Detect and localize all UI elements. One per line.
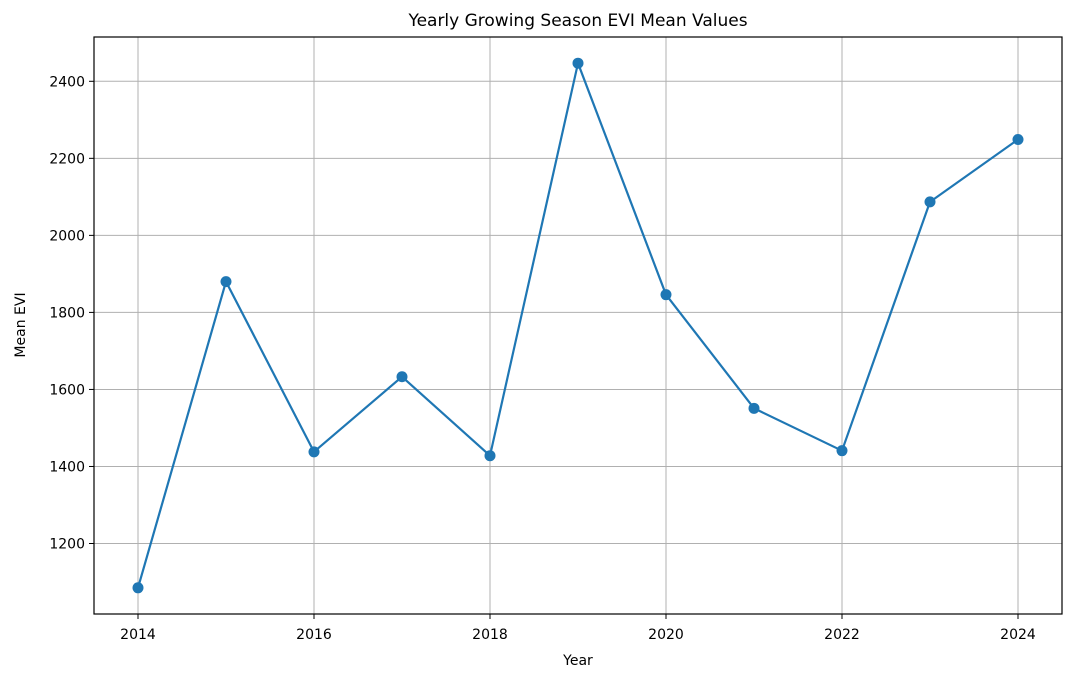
grid: [94, 37, 1062, 614]
data-point-2020: [660, 289, 672, 301]
x-tick-label: 2022: [824, 627, 860, 643]
data-point-2019: [572, 57, 584, 69]
y-tick-label: 2400: [49, 74, 85, 90]
x-tick-label: 2016: [296, 627, 332, 643]
x-tick-label: 2014: [120, 627, 156, 643]
x-tick-label: 2020: [648, 627, 684, 643]
data-point-2015: [220, 276, 232, 288]
data-point-2023: [924, 196, 936, 208]
plot-frame: [93, 36, 1063, 615]
y-tick-label: 1200: [49, 537, 85, 553]
data-point-2021: [748, 402, 760, 414]
y-tick-label: 2200: [49, 151, 85, 167]
chart-title: Yearly Growing Season EVI Mean Values: [407, 11, 747, 31]
data-point-2018: [484, 450, 496, 462]
y-tick-label: 1800: [49, 305, 85, 321]
x-axis-label: Year: [562, 653, 593, 669]
series-line: [136, 62, 1019, 589]
y-axis-label: Mean EVI: [13, 292, 29, 357]
data-point-2022: [836, 445, 848, 457]
data-point-2014: [132, 582, 144, 594]
data-point-2016: [308, 446, 320, 458]
data-point-2024: [1012, 133, 1024, 145]
y-tick-label: 1400: [49, 459, 85, 475]
y-tick-label: 2000: [49, 228, 85, 244]
x-tick-label: 2018: [472, 627, 508, 643]
data-point-2017: [396, 371, 408, 383]
y-tick-label: 1600: [49, 382, 85, 398]
ticks: 2014 2016 2018 2020 2022 2024 1200 1400 1600 1800…: [49, 74, 1036, 643]
x-tick-label: 2024: [1000, 627, 1036, 643]
series-layer: [132, 57, 1024, 594]
